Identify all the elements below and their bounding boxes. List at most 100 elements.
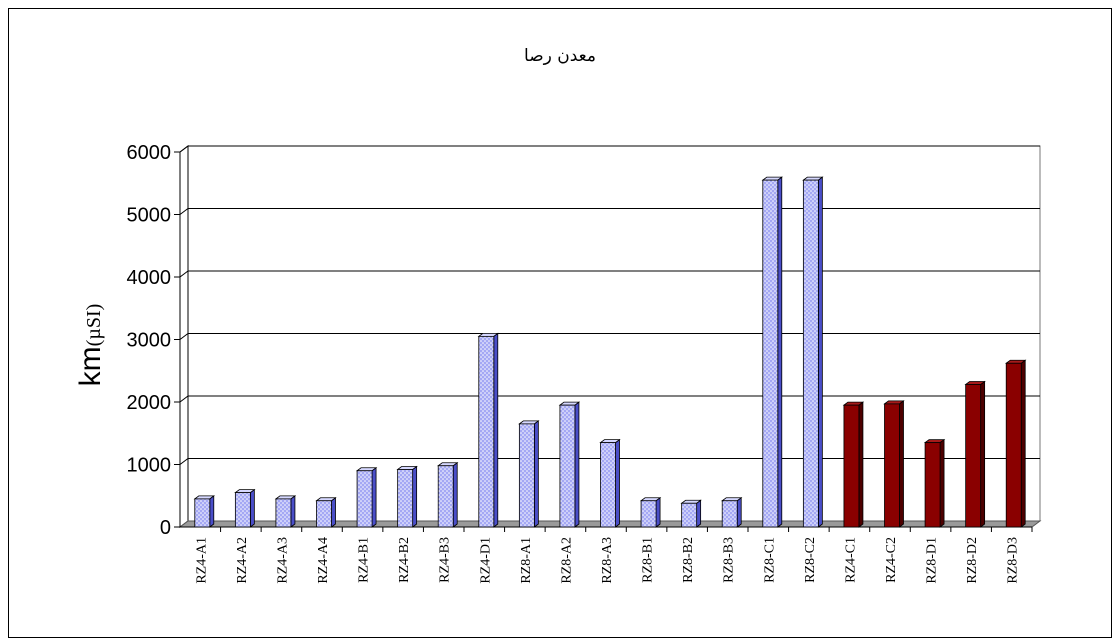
bar-side: [696, 499, 702, 528]
bar-side: [736, 496, 742, 528]
bar-top: [274, 495, 297, 500]
bar-face: [194, 498, 211, 528]
bar: [396, 465, 418, 528]
bar: [680, 499, 702, 528]
y-tick-label: 5000: [127, 205, 172, 227]
gridline: [179, 208, 1040, 215]
bar-side: [858, 401, 864, 528]
bar-top: [355, 467, 378, 472]
y-axis-label: km(µSI): [74, 304, 107, 387]
y-tick-label: 4000: [127, 267, 172, 289]
bar-side: [452, 461, 458, 528]
bar-face: [316, 500, 332, 528]
x-tick-label: RZ4-B1: [357, 537, 372, 583]
bar: [639, 496, 662, 528]
bar-face: [559, 404, 576, 528]
x-tick-label: RZ8-A2: [559, 537, 574, 584]
y-tick-label: 6000: [127, 142, 172, 164]
bar-side: [249, 488, 255, 528]
bar-side: [899, 400, 904, 528]
bar: [558, 401, 581, 528]
bar-top: [842, 401, 865, 406]
bar-top: [1005, 359, 1027, 364]
y-axis-label-main: km: [74, 346, 107, 386]
bar-face: [478, 335, 495, 528]
bar: [477, 332, 499, 528]
bar-top: [721, 497, 743, 502]
bar-top: [599, 439, 621, 444]
gridline: [179, 458, 1040, 465]
bar-side: [777, 176, 783, 528]
x-tick-label: RZ4-A1: [194, 537, 209, 584]
bar-side: [1020, 359, 1026, 528]
bar-top: [477, 332, 499, 337]
bar-side: [209, 495, 215, 528]
bar-top: [639, 497, 662, 502]
chart-title: معدن رصا: [524, 46, 596, 66]
bar-side: [371, 466, 377, 528]
bar-top: [315, 497, 337, 502]
y-tick-label: 0: [160, 517, 171, 539]
bar-top: [923, 439, 946, 444]
bar-side: [980, 380, 986, 528]
bar-face: [640, 500, 657, 528]
x-tick-label: RZ4-A2: [235, 537, 250, 584]
x-tick-label: RZ4-C2: [884, 537, 899, 583]
x-tick-label: RZ8-B2: [681, 537, 696, 583]
bar-face: [356, 470, 373, 528]
bar-top: [883, 400, 905, 405]
bar-side: [574, 401, 580, 528]
bar: [883, 400, 905, 528]
bar: [315, 496, 337, 528]
bar-side: [290, 495, 296, 528]
bar-side: [412, 465, 418, 528]
bar: [518, 420, 540, 528]
bar-side: [817, 176, 823, 528]
x-tick-label: RZ8-B1: [641, 537, 656, 583]
bar: [802, 176, 824, 528]
bar-face: [275, 498, 292, 528]
y-tick-label: 1000: [127, 455, 172, 477]
bar: [274, 495, 297, 528]
bar-face: [518, 423, 535, 528]
bar-top: [964, 381, 986, 385]
bar-face: [1005, 362, 1022, 528]
y-axis-label-unit: (µSI): [83, 304, 105, 347]
gridline: [179, 395, 1040, 403]
x-tick-label: RZ4-A3: [275, 537, 290, 584]
bar-side: [615, 438, 620, 528]
bar-face: [397, 469, 414, 528]
bar-top: [761, 176, 783, 181]
bar-top: [802, 176, 824, 181]
bar-side: [533, 420, 539, 528]
bar: [193, 495, 215, 528]
x-tick-label: RZ8-A3: [600, 537, 615, 584]
bar-side: [655, 496, 661, 528]
bar-face: [924, 442, 941, 528]
bar-side: [939, 438, 945, 528]
bar-top: [193, 495, 215, 500]
bar-face: [437, 465, 454, 528]
bar: [964, 380, 986, 528]
y-tick-label: 2000: [127, 392, 172, 414]
gridline: [179, 333, 1040, 340]
bar: [923, 438, 946, 528]
bar-face: [762, 179, 779, 528]
gridline: [179, 145, 1040, 153]
bar-side: [493, 332, 499, 528]
bar-face: [234, 492, 251, 528]
x-tick-label: RZ8-D2: [965, 537, 980, 584]
bar-face: [884, 403, 900, 528]
bar: [437, 461, 459, 528]
bar: [355, 466, 378, 528]
x-tick-label: RZ8-A1: [519, 537, 534, 584]
x-tick-label: RZ8-B3: [722, 537, 737, 583]
bar: [234, 488, 256, 528]
bar: [721, 496, 743, 528]
bar-face: [843, 404, 860, 528]
x-tick-label: RZ4-B2: [397, 537, 412, 583]
x-tick-label: RZ8-C2: [803, 537, 818, 583]
bar: [842, 401, 865, 528]
x-tick-label: RZ4-A4: [316, 537, 331, 584]
